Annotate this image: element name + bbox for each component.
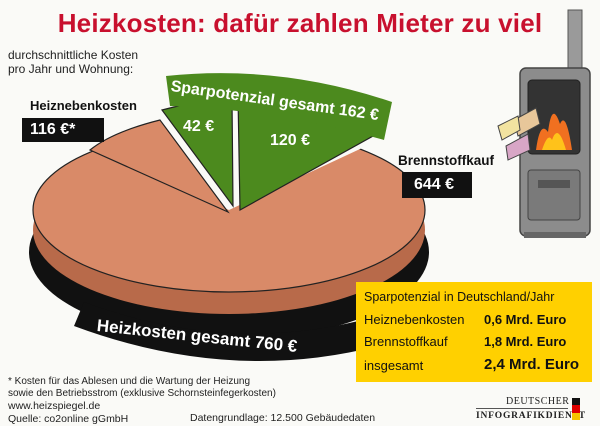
row-insgesamt-value: 2,4 Mrd. Euro: [484, 356, 580, 373]
row-heiznebenkosten-value: 0,6 Mrd. Euro: [484, 312, 567, 327]
logo-rule: [476, 408, 568, 409]
footnote-line-2: sowie den Betriebsstrom (exklusive Schor…: [8, 388, 276, 399]
footnote: * Kosten für das Ablesen und die Wartung…: [8, 376, 276, 400]
brennstoffkauf-value: 644 €: [414, 176, 455, 193]
logo-line-1: Deutscher: [506, 396, 570, 407]
source: www.heizspiegel.de Quelle: co2online gGm…: [8, 400, 128, 425]
slice-120-label: 120 €: [270, 132, 311, 149]
footnote-line-1: * Kosten für das Ablesen und die Wartung…: [8, 376, 251, 387]
heiznebenkosten-value: 116 €*: [30, 121, 76, 138]
stove-icon: [497, 9, 591, 238]
page-title: Heizkosten: dafür zahlen Mieter zu viel: [57, 8, 543, 38]
source-url: www.heizspiegel.de: [8, 400, 101, 412]
row-heiznebenkosten-label: Heiznebenkosten: [364, 312, 465, 327]
logo-line-2: Infografikdienst: [476, 411, 586, 421]
row-insgesamt-label: insgesamt: [364, 358, 424, 373]
source-quelle: Quelle: co2online gGmbH: [8, 412, 129, 425]
heiznebenkosten-value-box: [22, 118, 104, 142]
datenbasis: Datengrundlage: 12.500 Gebäudedaten: [190, 412, 376, 424]
slice-42-label: 42 €: [183, 118, 215, 135]
heizkosten-total-banner: [74, 302, 378, 362]
sparpotenzial-box: Sparpotenzial in Deutschland/Jahr Heizne…: [356, 282, 592, 382]
sparpotenzial-banner: [166, 73, 392, 140]
flag-icon: [572, 398, 580, 420]
heiznebenkosten-slice: [88, 119, 230, 214]
row-brennstoffkauf-label: Brennstoffkauf: [364, 334, 448, 349]
subtitle-line-2: pro Jahr und Wohnung:: [8, 62, 134, 76]
chart-subtitle: durchschnittliche Kosten pro Jahr und Wo…: [8, 48, 138, 76]
brennstoffkauf-title: Brennstoffkauf: [398, 153, 495, 168]
sparpotenzial-box-title: Sparpotenzial in Deutschland/Jahr: [364, 290, 555, 304]
heiznebenkosten-title: Heiznebenkosten: [30, 98, 137, 113]
subtitle-line-1: durchschnittliche Kosten: [8, 48, 139, 62]
brennstoffkauf-value-box: [402, 172, 472, 198]
row-brennstoffkauf-value: 1,8 Mrd. Euro: [484, 334, 567, 349]
